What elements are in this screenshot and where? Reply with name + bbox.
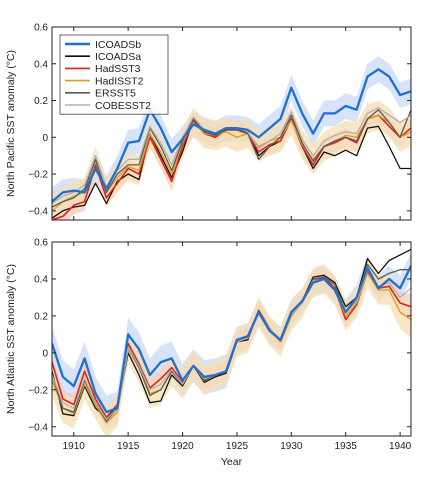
y-tick-label: −0.2 xyxy=(28,170,48,181)
x-tick-label: 1920 xyxy=(171,441,194,452)
band-icoadsb xyxy=(52,253,411,429)
legend-label-icoadsa: ICOADSa xyxy=(95,51,141,63)
y-axis-label: North Pacific SST anomaly (°C) xyxy=(5,50,17,197)
y-tick-label: 0.2 xyxy=(34,311,48,322)
series-line-icoadsb xyxy=(52,264,411,414)
panel-1: −0.4 −0.2 0 0.2 0.4 0.6 North Pacific SST anom… xyxy=(5,23,412,221)
panel-2: −0.4 −0.2 0 0.2 0.4 0.6 1910 1915 1920 1925 1930 19… xyxy=(5,238,412,469)
plot-frame xyxy=(51,241,412,437)
series-line-icoadsb xyxy=(52,68,411,203)
legend-label-hadisst2: HadISST2 xyxy=(95,75,144,87)
legend-label-cobesst2: COBESST2 xyxy=(95,100,151,112)
band-hadisst2 xyxy=(52,258,411,436)
x-axis-label: Year xyxy=(221,456,243,468)
y-tick-label: 0.6 xyxy=(34,238,48,249)
legend-label-hadsst3: HadSST3 xyxy=(95,63,141,75)
y-tick-label: 0.4 xyxy=(34,59,48,70)
y-tick-label: 0 xyxy=(42,133,48,144)
legend: ICOADSbICOADSaHadSST3HadISST2ERSST5COBES… xyxy=(59,34,169,115)
x-tick-label: 1940 xyxy=(389,441,412,452)
plot-area xyxy=(52,248,411,436)
series-line-icoadsa xyxy=(52,248,411,419)
y-tick-label: 0.4 xyxy=(34,274,48,285)
legend-box xyxy=(59,34,169,115)
plot-frame xyxy=(51,26,412,221)
legend-label-icoadsb: ICOADSb xyxy=(95,39,141,51)
y-tick-label: −0.4 xyxy=(28,206,48,217)
x-tick-label: 1915 xyxy=(117,441,140,452)
x-tick-label: 1910 xyxy=(63,441,86,452)
y-tick-label: −0.4 xyxy=(28,422,48,433)
y-axis-label: North Atlantic SST anomaly (°C) xyxy=(5,264,17,414)
plot-area xyxy=(52,56,411,220)
legend-label-ersst5: ERSST5 xyxy=(95,88,136,100)
x-tick-label: 1935 xyxy=(335,441,358,452)
x-tick-label: 1930 xyxy=(280,441,303,452)
series-line-ersst5 xyxy=(52,109,411,208)
y-tick-label: 0.2 xyxy=(34,96,48,107)
y-tick-label: 0.6 xyxy=(34,23,48,34)
y-tick-label: −0.2 xyxy=(28,385,48,396)
y-tick-label: 0 xyxy=(42,348,48,359)
series-line-hadisst2 xyxy=(52,114,411,212)
x-tick-label: 1925 xyxy=(226,441,249,452)
